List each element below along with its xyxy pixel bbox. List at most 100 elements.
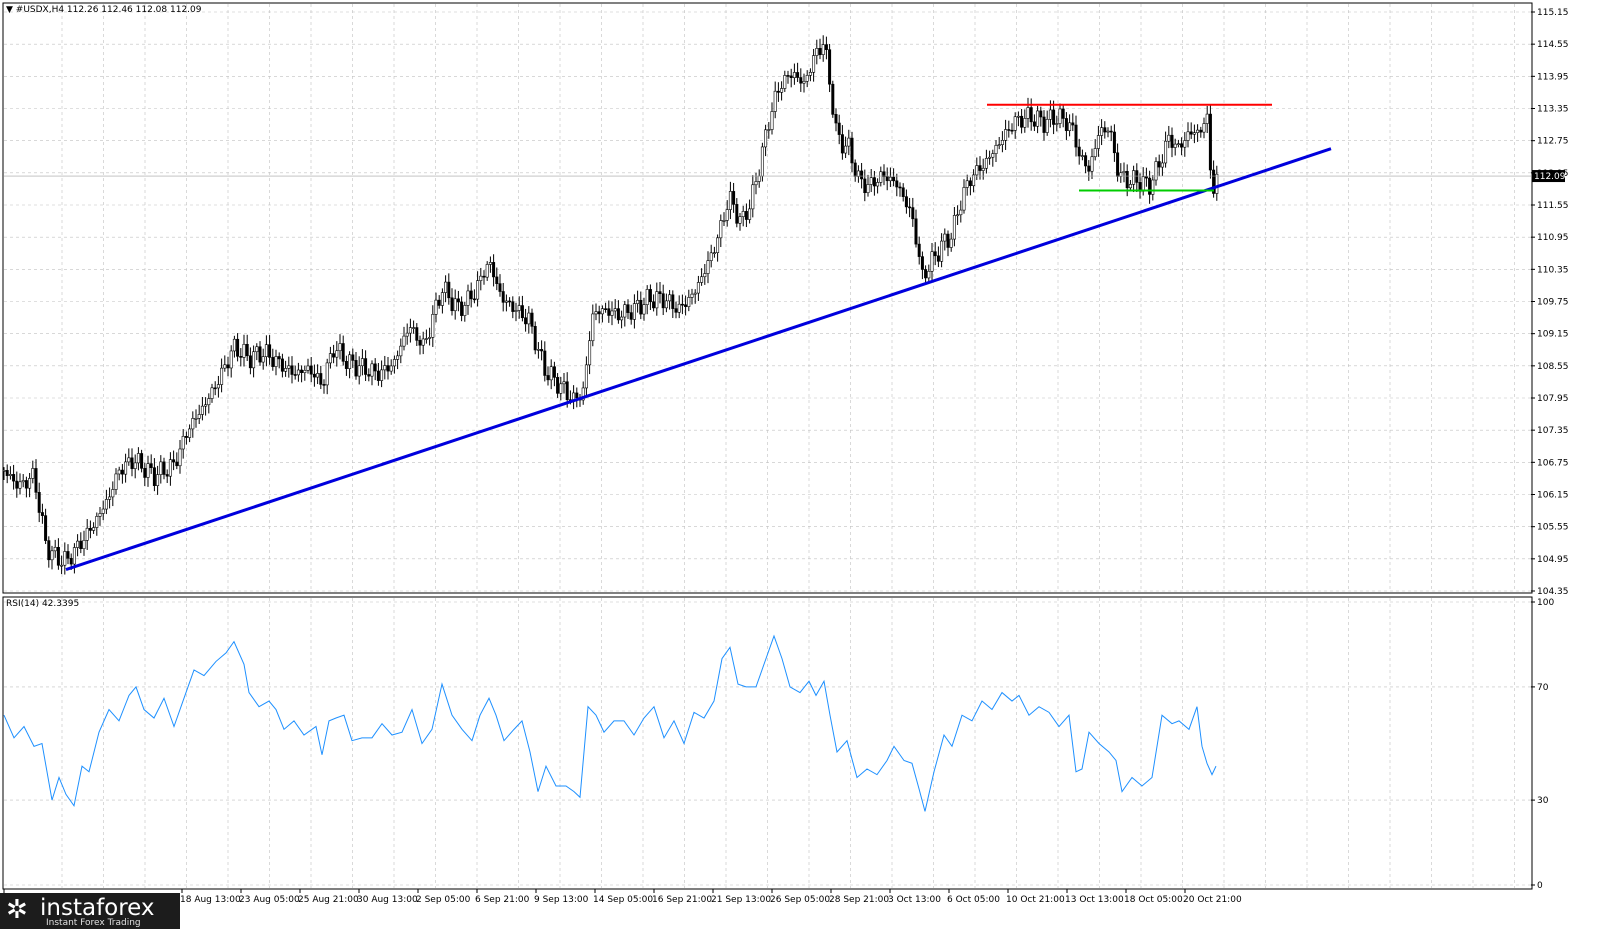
candle-body bbox=[1180, 143, 1184, 148]
candle-body bbox=[936, 255, 940, 262]
candle-body bbox=[239, 356, 243, 358]
price-tag-box bbox=[1532, 170, 1565, 183]
candle-body bbox=[834, 114, 838, 124]
candle-body bbox=[50, 550, 54, 561]
candle-body bbox=[408, 327, 412, 334]
time-tick-label: 26 Sep 05:00 bbox=[770, 895, 830, 905]
candle-body bbox=[693, 292, 697, 295]
candle-body bbox=[268, 344, 272, 358]
candle-body bbox=[367, 374, 371, 377]
candle-body bbox=[1074, 124, 1078, 148]
candle-body bbox=[690, 293, 694, 298]
candle-body bbox=[111, 489, 115, 498]
candle-body bbox=[543, 350, 547, 376]
candle-body bbox=[204, 404, 208, 407]
candle-body bbox=[472, 298, 476, 301]
candle-body bbox=[396, 355, 400, 360]
price-tick-label: 114.55 bbox=[1537, 40, 1569, 50]
candle-body bbox=[1135, 170, 1139, 183]
candle-body bbox=[924, 269, 928, 279]
candle-body bbox=[328, 353, 332, 364]
candle-body bbox=[117, 469, 121, 475]
candle-body bbox=[373, 363, 377, 372]
candle-body bbox=[82, 540, 86, 550]
candle-body bbox=[440, 292, 444, 306]
candle-body bbox=[60, 564, 64, 567]
candle-body bbox=[530, 312, 534, 327]
candle-body bbox=[306, 365, 310, 371]
candle-body bbox=[63, 551, 67, 566]
candle-body bbox=[879, 171, 883, 183]
price-tick-label: 107.35 bbox=[1537, 426, 1569, 436]
candle-body bbox=[1042, 116, 1046, 133]
time-tick-label: 23 Aug 05:00 bbox=[239, 895, 300, 905]
rsi-line bbox=[3, 634, 1217, 812]
candle-body bbox=[72, 547, 76, 565]
candle-body bbox=[975, 165, 979, 176]
candle-body bbox=[764, 129, 768, 148]
candle-body bbox=[888, 176, 892, 182]
time-tick-label: 10 Oct 21:00 bbox=[1006, 895, 1065, 905]
candle-body bbox=[53, 546, 57, 552]
candle-body bbox=[264, 344, 268, 357]
candle-body bbox=[901, 187, 905, 197]
candle-body bbox=[680, 303, 684, 306]
candle-body bbox=[648, 289, 652, 303]
candle-body bbox=[290, 365, 294, 375]
candle-body bbox=[728, 191, 732, 210]
candle-body bbox=[245, 343, 249, 357]
candles bbox=[2, 35, 1219, 575]
candle-body bbox=[1208, 113, 1212, 171]
candle-body bbox=[1167, 134, 1171, 142]
current-price-tag: 112.09 bbox=[1532, 170, 1566, 183]
candle-body bbox=[261, 356, 265, 363]
candle-body bbox=[338, 343, 342, 352]
candle-body bbox=[828, 49, 832, 85]
candle-body bbox=[453, 298, 457, 312]
rsi-grid bbox=[4, 598, 1531, 888]
candle-body bbox=[1004, 129, 1008, 141]
candle-body bbox=[744, 211, 748, 220]
time-tick-label: 30 Aug 13:00 bbox=[357, 895, 418, 905]
candle-body bbox=[85, 527, 89, 541]
candle-body bbox=[114, 473, 118, 490]
candle-body bbox=[559, 383, 563, 394]
candle-body bbox=[213, 387, 217, 390]
candle-body bbox=[722, 220, 726, 222]
candle-body bbox=[1144, 176, 1148, 179]
candle-body bbox=[607, 308, 611, 316]
candle-body bbox=[1084, 155, 1088, 167]
candle-body bbox=[140, 453, 144, 469]
time-tick-label: 2 Sep 05:00 bbox=[416, 895, 471, 905]
candle-body bbox=[645, 289, 649, 305]
candle-body bbox=[2, 470, 6, 472]
candle-body bbox=[1036, 110, 1040, 127]
candle-body bbox=[885, 176, 889, 182]
candle-body bbox=[1199, 129, 1203, 133]
candle-body bbox=[824, 44, 828, 50]
candle-body bbox=[812, 55, 816, 73]
candle-body bbox=[805, 75, 809, 82]
candle-body bbox=[748, 208, 752, 220]
candle-body bbox=[1112, 131, 1116, 154]
candle-body bbox=[258, 346, 262, 363]
candle-body bbox=[911, 207, 915, 220]
candle-body bbox=[162, 461, 166, 475]
candle-body bbox=[626, 304, 630, 313]
candle-body bbox=[892, 176, 896, 182]
candle-body bbox=[591, 313, 595, 342]
candle-body bbox=[172, 459, 176, 463]
candle-body bbox=[594, 311, 598, 315]
candle-body bbox=[636, 299, 640, 304]
candle-body bbox=[399, 345, 403, 357]
candle-body bbox=[908, 206, 912, 209]
price-tick-label: 104.95 bbox=[1537, 555, 1569, 565]
candle-body bbox=[136, 453, 140, 464]
candle-body bbox=[194, 417, 198, 420]
candle-body bbox=[1048, 109, 1052, 120]
candle-body bbox=[322, 384, 326, 386]
candle-body bbox=[872, 177, 876, 187]
candle-body bbox=[741, 211, 745, 217]
candle-body bbox=[783, 75, 787, 89]
watermark-tagline: Instant Forex Trading bbox=[46, 918, 141, 928]
